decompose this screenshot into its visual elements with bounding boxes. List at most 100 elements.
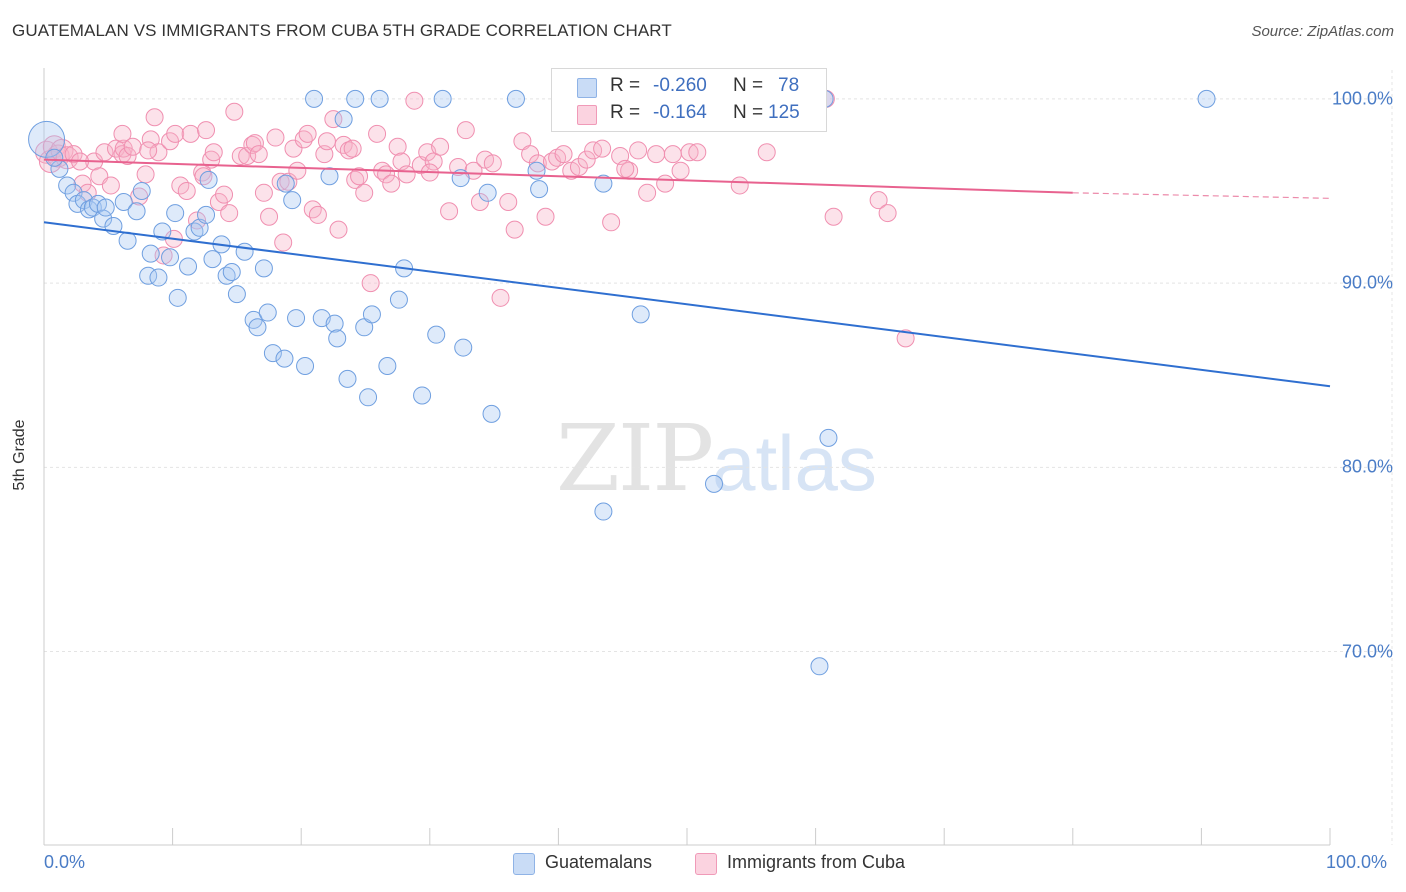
n-value: 125 [768, 102, 800, 123]
cuba-point [382, 174, 401, 193]
guatemalan-point [28, 120, 66, 158]
cuba-point [197, 121, 216, 140]
cuba-point [431, 137, 450, 156]
cuba-point [350, 167, 369, 186]
stats-box: R = -0.260 N = 78 R = -0.164 N = 125 [551, 68, 827, 132]
cuba-point [317, 132, 336, 151]
r-value: -0.164 [653, 102, 707, 123]
cuba-point [647, 145, 666, 164]
guatemalan-point [203, 250, 222, 269]
cuba-point [123, 137, 142, 156]
guatemalan-point [594, 502, 613, 521]
cuba-point [896, 329, 915, 348]
cuba-point [288, 161, 307, 180]
axes [43, 68, 1331, 846]
cuba-point [638, 183, 657, 202]
n-label: N = [733, 75, 764, 96]
guatemalan-point [96, 198, 115, 217]
trend-lines [43, 158, 1331, 388]
guatemalan-point [389, 290, 408, 309]
cuba-point [101, 176, 120, 195]
stats-row-cuba: R = -0.164 N = 125 [552, 100, 826, 126]
cuba-point [194, 167, 213, 186]
cuba-point [869, 191, 888, 210]
guatemalan-point [325, 314, 344, 333]
cuba-point [303, 200, 322, 219]
cuba-point [521, 145, 540, 164]
y-axis-label: 5th Grade [11, 419, 28, 491]
cuba-point [405, 91, 424, 110]
cuba-point [274, 233, 293, 252]
guatemalan-point [83, 198, 102, 217]
guatemalan-point [283, 191, 302, 210]
guatemalan-point [153, 222, 172, 241]
y-tick-label: 70.0% [1341, 641, 1393, 662]
watermark-atlas: atlas [712, 419, 877, 507]
cuba-point [440, 202, 459, 221]
guatemalan-point [346, 89, 365, 108]
cuba-point [166, 124, 185, 143]
guatemalan-point [810, 657, 829, 676]
cuba-point [113, 124, 132, 143]
guatemalan-point [338, 369, 357, 388]
stats-swatch-guatemalans [577, 78, 597, 98]
cuba-point [577, 150, 596, 169]
r-value: -0.260 [653, 75, 707, 96]
cuba-point [55, 146, 79, 170]
cuba-point [542, 152, 561, 171]
cuba-point [188, 211, 207, 230]
stats-row-guatemalans: R = -0.260 N = 78 [552, 73, 826, 99]
guatemalan-point [149, 268, 168, 287]
guatemalan-point [248, 318, 267, 337]
cuba-point [249, 145, 268, 164]
cuba-point [243, 135, 262, 154]
guatemalan-point [94, 209, 113, 228]
cuba-point [368, 124, 387, 143]
guatemalan-trend-line [43, 221, 1331, 388]
guatemalan-point [328, 329, 347, 348]
grid-lines [44, 70, 1393, 845]
guatemalan-point [482, 404, 501, 423]
watermark-zip: ZIP [556, 405, 714, 512]
cuba-point [656, 174, 675, 193]
guatemalan-point [114, 193, 133, 212]
cuba-point [254, 183, 273, 202]
cuba-point [483, 154, 502, 173]
cuba-point [177, 181, 196, 200]
cuba-point [554, 145, 573, 164]
cuba-point [231, 146, 250, 165]
cuba-point [361, 274, 380, 293]
guatemalan-point [334, 110, 353, 129]
guatemalan-point [185, 222, 204, 241]
guatemalan-point [141, 244, 160, 263]
watermark: ZIPatlas [556, 405, 877, 512]
guatemalan-point [222, 263, 241, 282]
guatemalan-point [819, 428, 838, 447]
chart-title: GUATEMALAN VS IMMIGRANTS FROM CUBA 5TH G… [12, 21, 672, 40]
guatemalan-point [362, 305, 381, 324]
guatemalan-point [370, 89, 389, 108]
guatemalan-point [235, 242, 254, 261]
legend-swatch-guatemalans [513, 853, 535, 875]
guatemalan-point [227, 285, 246, 304]
guatemalan-point [454, 338, 473, 357]
cuba-point [491, 288, 510, 307]
cuba-point [593, 139, 612, 158]
cuba-point [528, 154, 547, 173]
x-tick-label-max: 100.0% [1326, 852, 1388, 872]
cuba-point [245, 134, 264, 153]
cuba-point [663, 145, 682, 164]
cuba-point [215, 185, 234, 204]
cuba-point [139, 141, 158, 160]
cuba-point [505, 220, 524, 239]
cuba-point [671, 161, 690, 180]
guatemalan-point [166, 204, 185, 223]
cuba-point [680, 143, 699, 162]
cuba-point [397, 165, 416, 184]
guatemalan-point [1197, 89, 1216, 108]
guatemalan-point [45, 148, 64, 167]
cuba-point [569, 158, 588, 177]
guatemalan-point [58, 176, 77, 195]
cuba-point [388, 137, 407, 156]
y-tick-label: 80.0% [1341, 456, 1393, 477]
